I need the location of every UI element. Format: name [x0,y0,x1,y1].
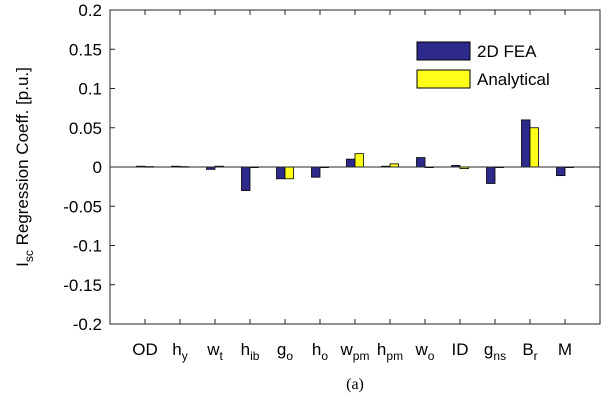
x-tick-label-br: Br [522,340,537,363]
x-tick-label-wt: wt [206,340,223,363]
y-tick-label: 0.2 [78,1,102,20]
x-tick-label-hib: hib [241,340,260,363]
bar-analytical-wpm [354,153,364,168]
y-tick-label: -0.1 [73,237,102,256]
x-tick-label-wo: wo [415,340,435,363]
x-tick-label-m: M [558,340,572,359]
x-tick-label-wpm: wpm [340,340,370,363]
y-axis-label-main: I [13,262,32,267]
legend-label-2d-fea: 2D FEA [477,42,537,61]
x-tick-label-hy: hy [172,340,187,363]
y-tick-label: 0.15 [69,40,102,59]
x-axis-ticks: OD hy wt hib go ho wpm hpm wo ID gns Br M [132,10,572,363]
bar-2d-fea-ho [311,166,321,178]
bar-2d-fea-br [521,119,531,168]
bar-2d-fea-gns [486,166,496,184]
y-tick-label: 0.05 [69,119,102,138]
y-axis-ticks: 0.2 0.15 0.1 0.05 0 -0.05 -0.1 -0.15 -0.2 [63,1,600,334]
x-tick-label-od: OD [132,340,158,359]
x-tick-label-go: go [277,340,293,363]
legend-swatch-analytical [416,69,471,89]
y-axis-label-sub: sc [22,250,36,262]
figure-caption: (a) [346,376,364,393]
y-tick-label: -0.15 [63,276,102,295]
bar-2d-fea-wo [416,157,426,168]
legend-swatch-2d-fea [416,41,471,61]
bar-analytical-br [529,127,539,168]
y-tick-label: 0 [93,158,102,177]
bar-2d-fea-go [276,166,286,180]
y-tick-label: -0.2 [73,315,102,334]
x-tick-label-gns: gns [484,340,506,363]
y-axis-label-rest: Regression Coeff. [p.u.] [13,67,32,250]
legend-label-analytical: Analytical [477,70,550,89]
bar-analytical-go [284,166,294,180]
y-axis-label: Isc Regression Coeff. [p.u.] [13,67,36,267]
y-tick-label: -0.05 [63,197,102,216]
bar-group [136,119,574,191]
y-tick-label: 0.1 [78,80,102,99]
bar-2d-fea-hib [241,166,251,191]
bar-2d-fea-m [556,166,566,177]
x-tick-label-id: ID [452,340,469,359]
x-tick-label-hpm: hpm [377,340,403,363]
x-tick-label-ho: ho [312,340,328,363]
legend: 2D FEA Analytical [414,36,584,95]
bar-2d-fea-wpm [346,158,356,168]
